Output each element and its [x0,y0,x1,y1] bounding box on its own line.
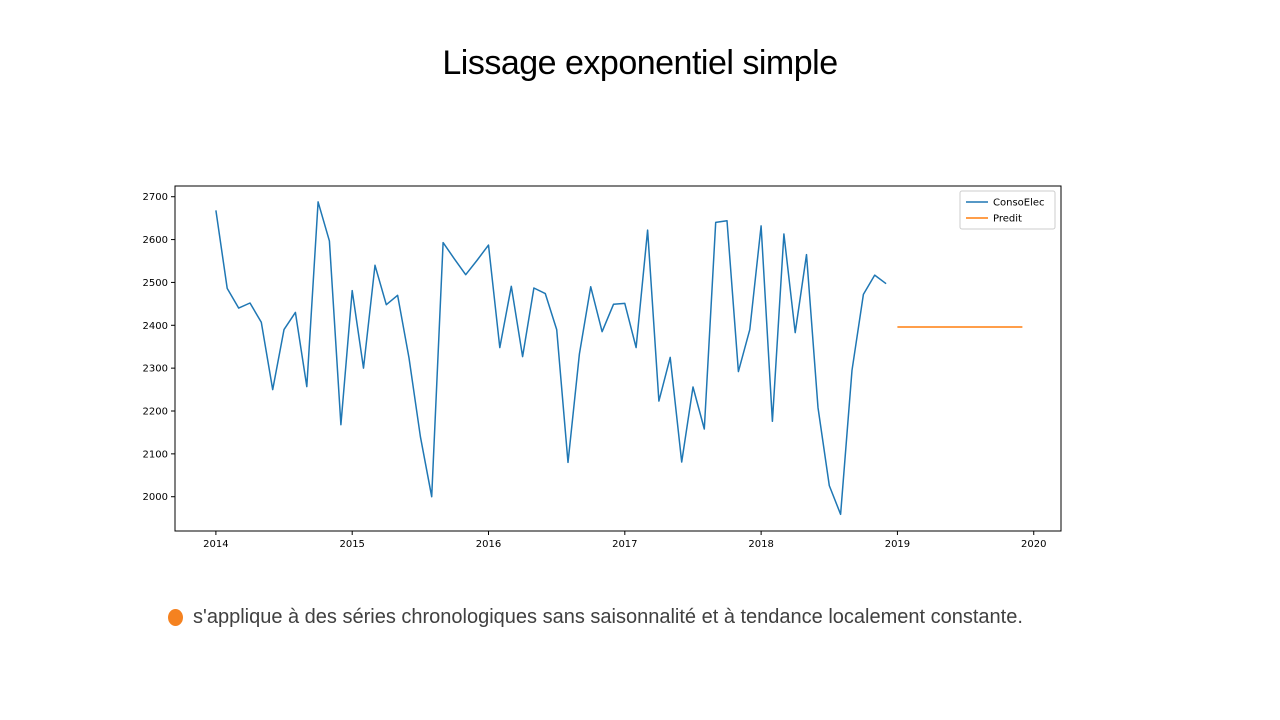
y-tick-label: 2300 [143,364,168,375]
y-tick-label: 2100 [143,449,168,460]
y-tick-label: 2700 [143,192,168,203]
line-chart: 2014 2015 2016 2017 2018 2019 2020 2000 2100 2200… [143,185,1062,550]
y-tick-label: 2200 [143,407,168,418]
x-tick-label: 2020 [1021,539,1046,550]
y-tick-label: 2000 [143,492,168,503]
x-tick-label: 2019 [885,539,910,550]
x-tick-label: 2017 [612,539,637,550]
x-tick-label: 2015 [339,539,364,550]
legend-label-predit: Predit [993,214,1022,225]
x-tick-label: 2016 [476,539,501,550]
series-line-consoelec [215,201,887,516]
y-tick-label: 2500 [143,278,168,289]
slide-title: Lissage exponentiel simple [442,44,838,82]
x-tick-label: 2018 [748,539,773,550]
plot-frame [174,185,1062,532]
bullet-item: s'applique à des séries chronologiques s… [168,606,1023,629]
y-tick-label: 2600 [143,235,168,246]
y-tick-label: 2400 [143,321,168,332]
bullet-text: s'applique à des séries chronologiques s… [193,606,1023,628]
x-tick-label: 2014 [203,539,228,550]
legend-label-consoelec: ConsoElec [993,198,1045,209]
bullet-dot-icon [168,609,183,626]
legend-box [959,190,1056,230]
